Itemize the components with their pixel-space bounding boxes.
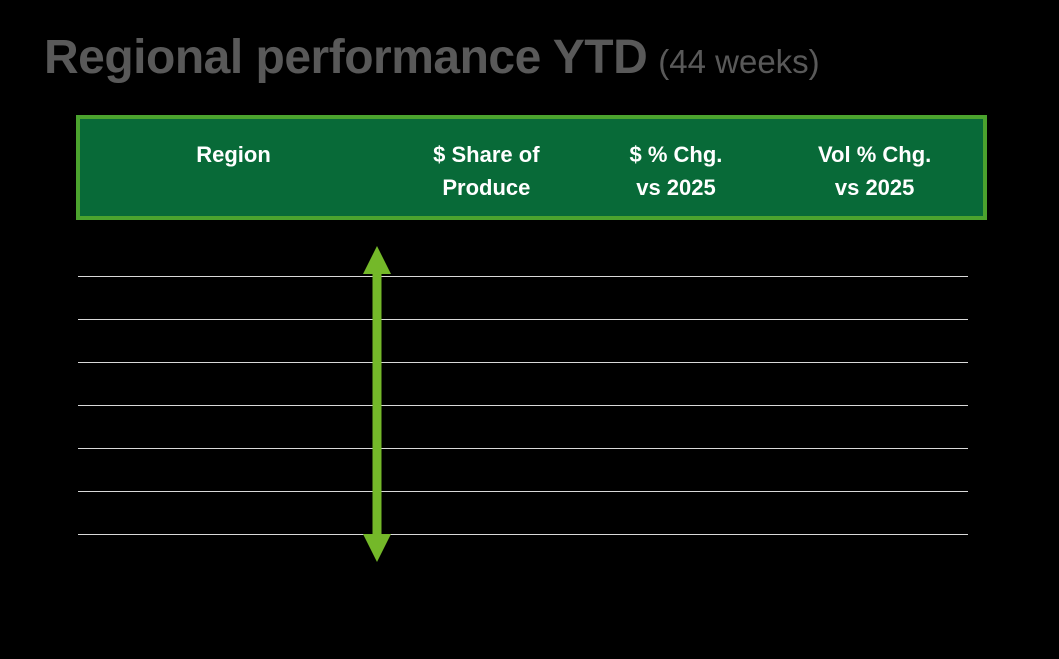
header-label-line2: vs 2025 (636, 175, 716, 200)
header-cell-dollar-pct-chg: $ % Chg. vs 2025 (586, 119, 767, 216)
header-label-line1: $ % Chg. (629, 142, 723, 167)
row-separator-line (78, 448, 968, 449)
table-header-bar[interactable]: Region $ Share of Produce $ % Chg. vs 20… (76, 115, 987, 220)
row-separator-line (78, 491, 968, 492)
header-cell-share-of-produce: $ Share of Produce (387, 119, 586, 216)
page-title-main: Regional performance YTD (44, 31, 648, 84)
header-label-line1: $ Share of (433, 142, 540, 167)
header-cell-vol-pct-chg: Vol % Chg. vs 2025 (766, 119, 983, 216)
row-separator-line (78, 276, 968, 277)
table-gridlines (78, 276, 968, 535)
header-label-line1: Vol % Chg. (817, 142, 932, 167)
row-separator-line (78, 534, 968, 535)
header-label-line2: vs 2025 (834, 175, 915, 200)
header-label-line1: Region (196, 142, 271, 167)
page-title-suffix: (44 weeks) (658, 43, 820, 80)
header-label-line2: Produce (442, 175, 531, 200)
row-separator-line (78, 405, 968, 406)
row-separator-line (78, 362, 968, 363)
row-separator-line (78, 319, 968, 320)
vertical-double-arrow-icon[interactable] (362, 246, 392, 562)
header-cell-region: Region (80, 119, 387, 216)
page-title: Regional performance YTD (44 weeks) (44, 30, 820, 85)
